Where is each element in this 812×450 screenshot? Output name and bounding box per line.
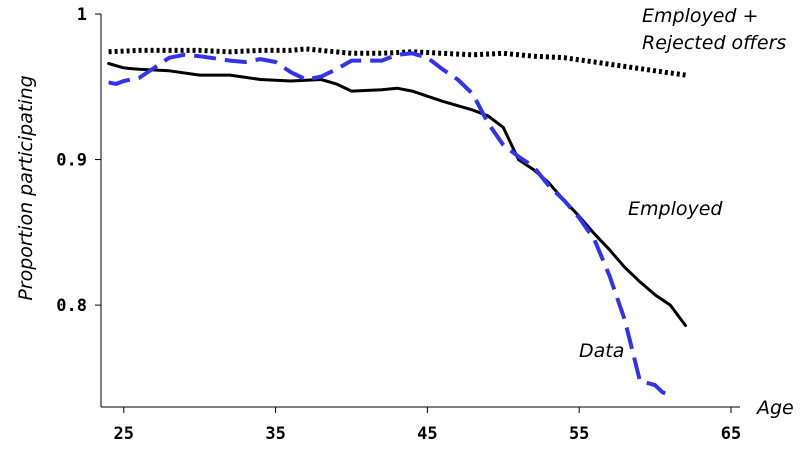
x-axis-title: Age — [755, 397, 794, 419]
x-tick-label: 45 — [417, 424, 437, 444]
series-label-employed: Employed — [628, 198, 723, 220]
x-tick-label: 55 — [569, 424, 589, 444]
x-tick-label: 65 — [721, 424, 741, 444]
series-label-employed-rejected-offers: Rejected offers — [642, 32, 786, 54]
series-label-employed-rejected-offers: Employed + — [642, 5, 758, 27]
series-line-employed-rejected-offers — [108, 46, 686, 78]
series-line-data — [108, 51, 672, 398]
series-lines — [107, 46, 687, 398]
y-tick-label: 0.8 — [56, 296, 87, 316]
series-line-employed — [107, 62, 687, 327]
y-axis-title: Proportion participating — [15, 75, 37, 300]
y-tick-label: 0.9 — [56, 151, 87, 171]
x-tick-label: 35 — [265, 424, 285, 444]
x-tick-label: 25 — [114, 424, 134, 444]
series-label-data: Data — [579, 340, 624, 362]
series-labels: Employed + Rejected offers Employed Data — [579, 5, 786, 362]
y-axis-ticks: 0.8 0.9 1 — [56, 5, 101, 316]
y-tick-label: 1 — [77, 5, 87, 25]
x-axis-ticks: 25 35 45 55 65 — [114, 407, 741, 444]
